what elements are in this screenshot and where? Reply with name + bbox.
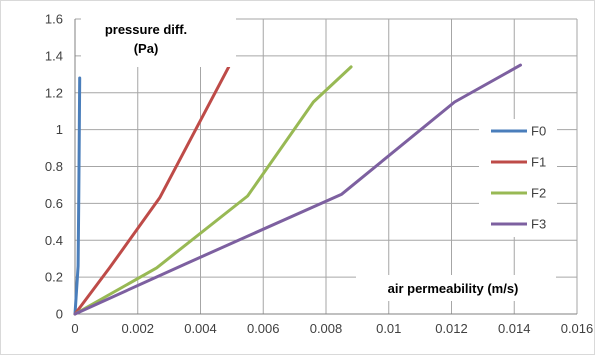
x-tick-label: 0.006 — [247, 321, 280, 336]
xlabel-background — [356, 275, 556, 301]
y-tick-label: 0.8 — [45, 159, 63, 174]
y-tick-label: 0.4 — [45, 233, 63, 248]
y-tick-label: 0.6 — [45, 196, 63, 211]
ylabel-line-1: pressure diff. — [105, 22, 187, 37]
legend: F0 F1 F2 F3 — [491, 124, 546, 232]
series-line-f2 — [73, 65, 353, 316]
y-tick-label: 1.2 — [45, 85, 63, 100]
x-tick-label: 0.01 — [376, 321, 401, 336]
legend-label-f0: F0 — [531, 124, 546, 139]
x-tick-label: 0.004 — [184, 321, 217, 336]
legend-background — [479, 119, 557, 237]
y-tick-label: 0.2 — [45, 270, 63, 285]
axes — [74, 19, 577, 315]
y-tick-label: 0 — [56, 307, 63, 322]
series-line-f1 — [73, 65, 231, 316]
series-line-f0 — [73, 76, 82, 316]
legend-label-f2: F2 — [531, 186, 546, 201]
x-tick-label: 0.008 — [310, 321, 343, 336]
series-line-f3 — [73, 63, 522, 316]
y-tick-label: 1.6 — [45, 12, 63, 27]
x-tick-label: 0.014 — [498, 321, 531, 336]
x-tick-label: 0.002 — [121, 321, 154, 336]
y-tick-label: 1 — [56, 122, 63, 137]
ylabel-background — [81, 15, 236, 67]
legend-label-f1: F1 — [531, 155, 546, 170]
x-tick-label: 0.016 — [561, 321, 594, 336]
x-tick-label: 0.012 — [435, 321, 468, 336]
tick-labels: 0 0.002 0.004 0.006 0.008 0.01 0.012 0.014 0.016… — [45, 12, 593, 337]
x-tick-label: 0 — [71, 321, 78, 336]
xlabel: air permeability (m/s) — [388, 281, 519, 296]
legend-label-f3: F3 — [531, 217, 546, 232]
series-lines — [73, 63, 522, 316]
ylabel-line-2: (Pa) — [134, 41, 159, 56]
y-tick-label: 1.4 — [45, 48, 63, 63]
